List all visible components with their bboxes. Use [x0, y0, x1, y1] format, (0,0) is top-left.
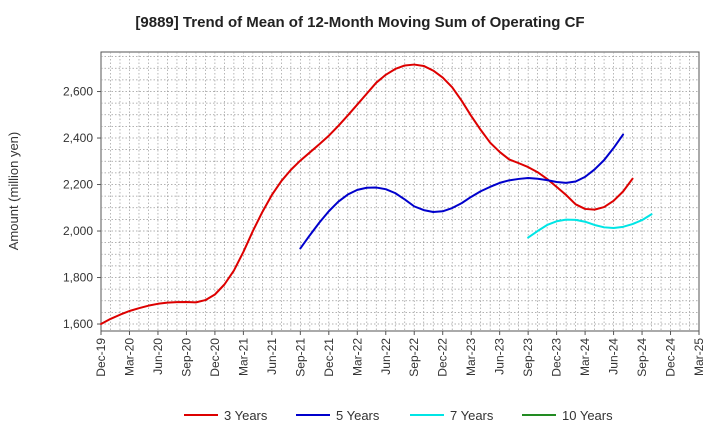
series-line-5-years	[299, 133, 625, 250]
x-tick-label: Dec-23	[550, 338, 564, 377]
y-tick-label: 2,600	[63, 85, 93, 99]
y-tick-label: 1,600	[63, 317, 93, 331]
x-tick-label: Sep-22	[407, 338, 421, 377]
chart-title: [9889] Trend of Mean of 12-Month Moving …	[135, 14, 584, 31]
x-tick-label: Dec-24	[664, 338, 678, 377]
legend-label: 3 Years	[224, 408, 268, 423]
y-axis-ticks: 1,600 1,800 2,000 2,200 2,400 2,600	[63, 85, 101, 331]
legend-label: 10 Years	[562, 408, 613, 423]
x-tick-label: Jun-21	[265, 338, 279, 375]
y-tick-label: 2,200	[63, 178, 93, 192]
x-tick-label: Dec-19	[94, 338, 108, 377]
x-tick-label: Mar-24	[578, 338, 592, 376]
legend-label: 7 Years	[450, 408, 494, 423]
x-tick-label: Mar-25	[692, 338, 706, 376]
y-tick-label: 2,000	[63, 224, 93, 238]
x-tick-label: Jun-24	[607, 338, 621, 375]
x-tick-label: Sep-24	[635, 338, 649, 377]
series-line-3-years	[100, 63, 634, 326]
x-tick-label: Dec-21	[322, 338, 336, 377]
legend: 3 Years 5 Years 7 Years 10 Years	[184, 408, 613, 423]
x-tick-label: Sep-20	[179, 338, 193, 377]
x-tick-label: Jun-23	[493, 338, 507, 375]
series-line-7-years	[527, 213, 653, 239]
x-tick-label: Dec-22	[436, 338, 450, 377]
x-tick-label: Sep-23	[521, 338, 535, 377]
grid	[101, 52, 699, 331]
y-tick-label: 2,400	[63, 131, 93, 145]
legend-label: 5 Years	[336, 408, 380, 423]
x-tick-label: Sep-21	[293, 338, 307, 377]
x-tick-label: Mar-21	[236, 338, 250, 376]
series-lines	[100, 63, 653, 326]
x-tick-label: Mar-20	[122, 338, 136, 376]
x-axis-ticks: Dec-19 Mar-20 Jun-20 Sep-20 Dec-20 Mar-21 Jun-…	[94, 331, 706, 377]
x-tick-label: Mar-22	[350, 338, 364, 376]
x-tick-label: Mar-23	[464, 338, 478, 376]
x-tick-label: Dec-20	[208, 338, 222, 377]
plot-area	[100, 51, 700, 332]
y-axis-label: Amount (million yen)	[6, 132, 21, 251]
x-tick-label: Jun-22	[379, 338, 393, 375]
y-tick-label: 1,800	[63, 271, 93, 285]
x-tick-label: Jun-20	[151, 338, 165, 375]
